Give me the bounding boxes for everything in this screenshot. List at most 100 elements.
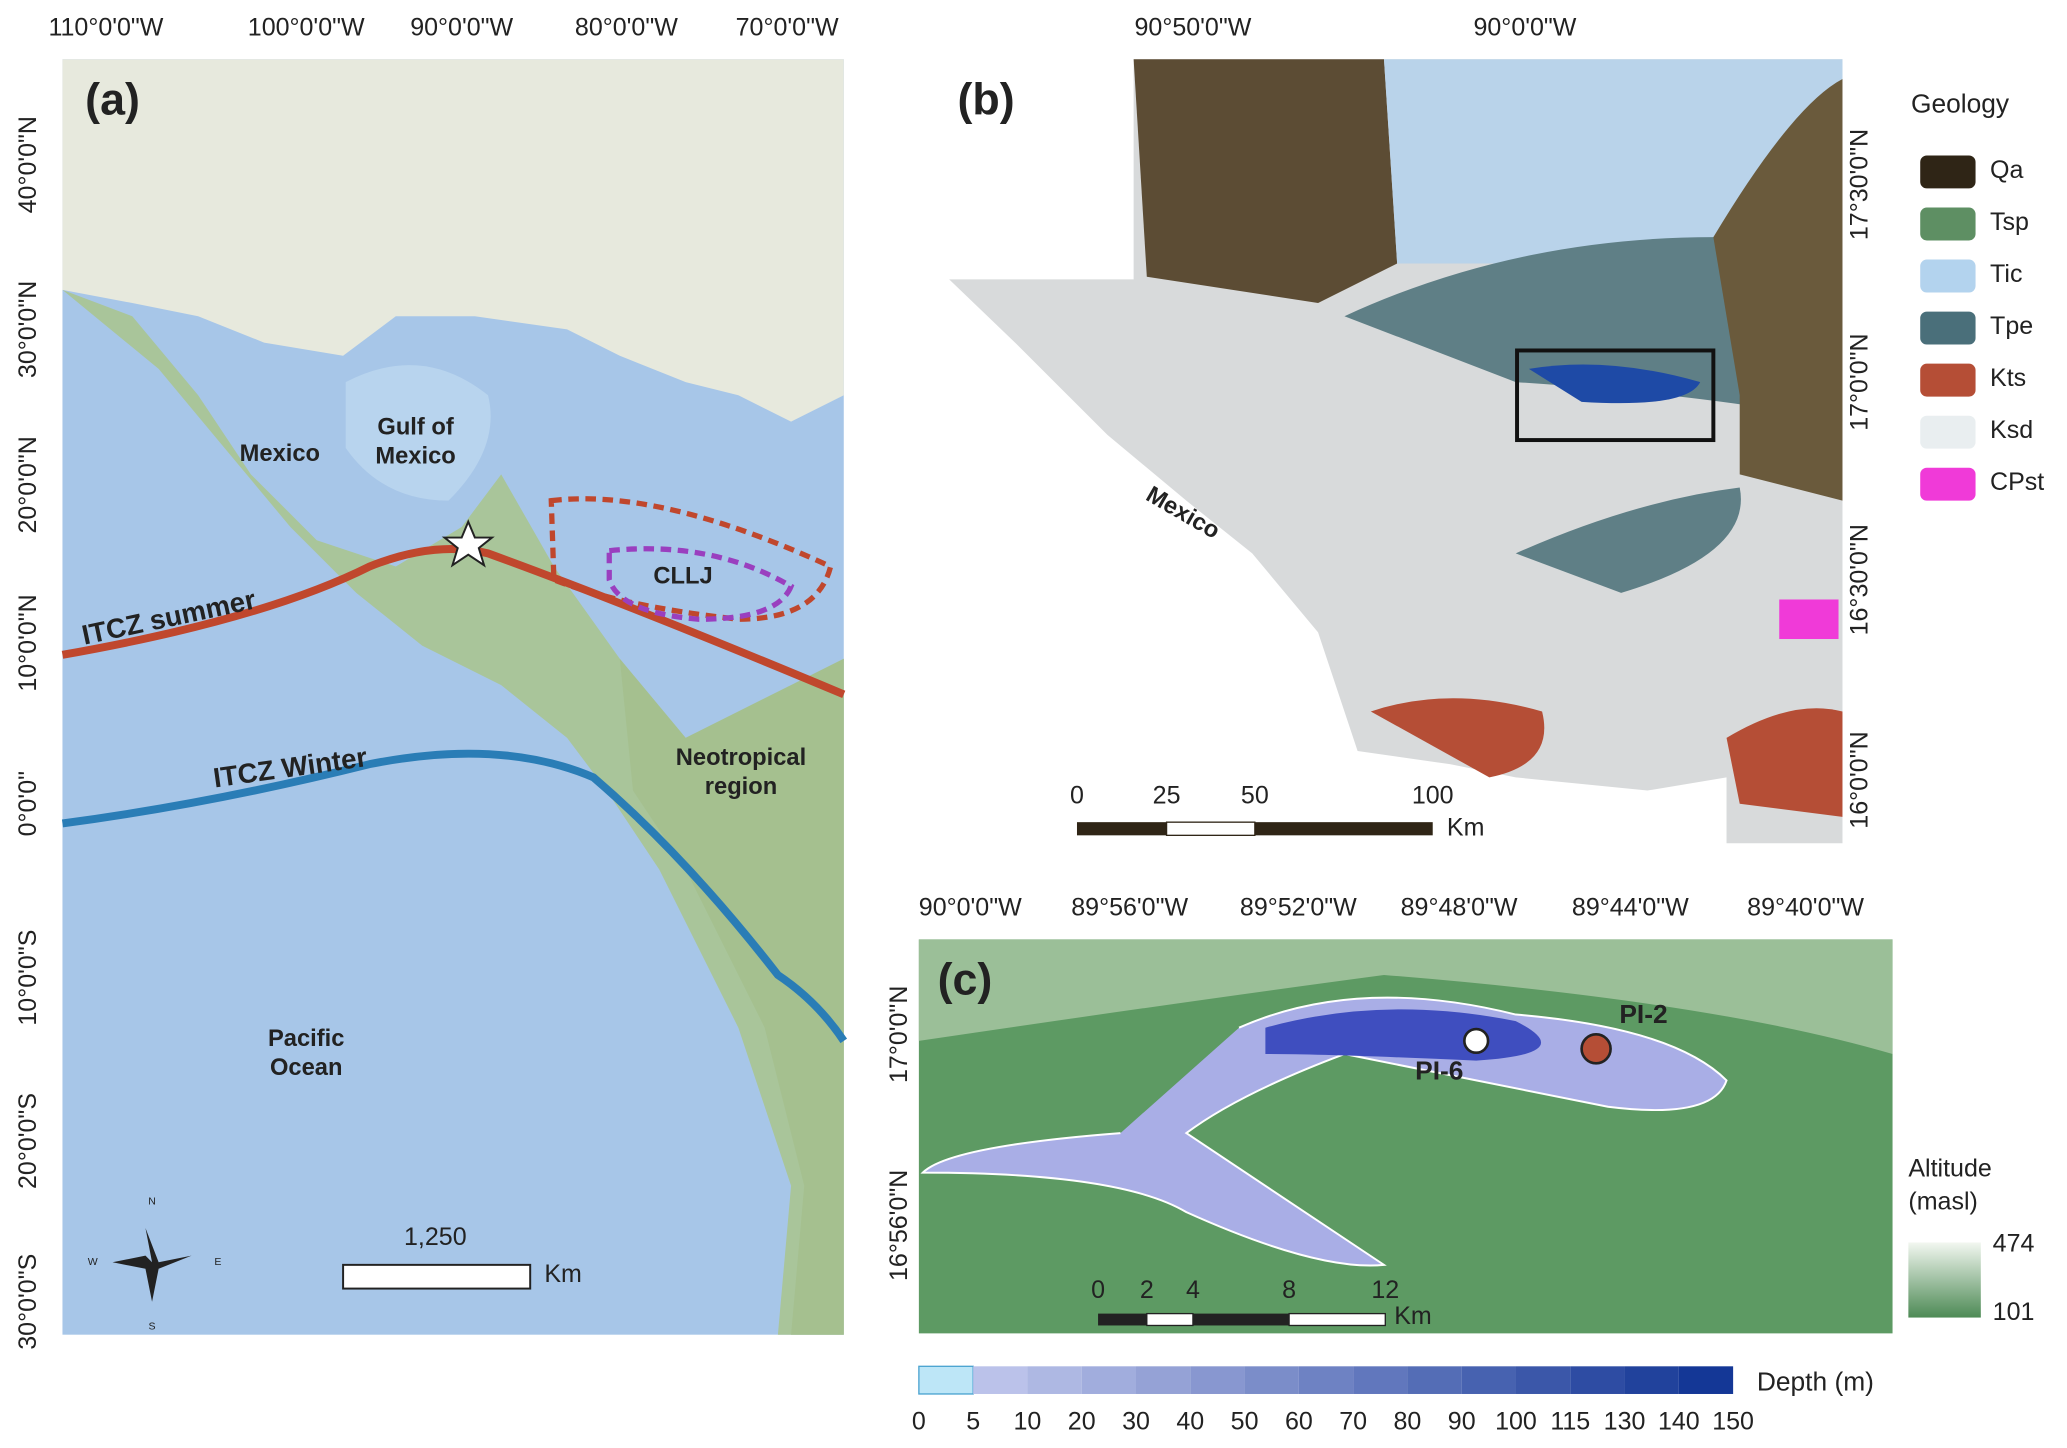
legend-swatch <box>1920 259 1976 293</box>
label: 4 <box>1186 1276 1200 1304</box>
label: 70 <box>1339 1408 1367 1436</box>
label: 17°0'0"N <box>1846 333 1874 430</box>
colorbar-step <box>1407 1366 1462 1394</box>
label: 1,250 <box>404 1223 467 1251</box>
colorbar-step <box>1624 1366 1679 1394</box>
label: 16°0'0"N <box>1846 731 1874 828</box>
label: Km <box>1447 813 1485 841</box>
label: 40°0'0"N <box>14 116 42 213</box>
colorbar-step <box>918 1365 974 1395</box>
label: 140 <box>1658 1408 1700 1436</box>
label: Altitude <box>1908 1155 1991 1183</box>
label: Km <box>544 1260 582 1288</box>
label: W <box>88 1256 98 1268</box>
label: (c) <box>938 955 993 1005</box>
map-a <box>61 59 848 1335</box>
label: Ocean <box>270 1055 342 1081</box>
label: 150 <box>1712 1408 1754 1436</box>
label: 89°56'0"W <box>1071 894 1188 922</box>
map-c <box>918 939 1981 1334</box>
colorbar-step <box>1190 1366 1245 1394</box>
colorbar-step <box>1298 1366 1354 1394</box>
label: Mexico <box>375 443 455 469</box>
label: 80 <box>1394 1408 1422 1436</box>
label: N <box>148 1195 156 1207</box>
label: Tpe <box>1990 312 2033 340</box>
label: (b) <box>957 75 1014 125</box>
colorbar-step <box>1244 1366 1299 1394</box>
label: 89°40'0"W <box>1747 894 1864 922</box>
label: Geology <box>1911 88 2010 118</box>
label: Km <box>1394 1302 1432 1330</box>
legend-swatch <box>1920 467 1976 501</box>
label: 2 <box>1140 1276 1154 1304</box>
label: 100 <box>1412 782 1454 810</box>
label: 10°0'0"N <box>14 594 42 691</box>
colorbar-step <box>1081 1366 1137 1394</box>
label: (a) <box>85 75 140 125</box>
label: 130 <box>1604 1408 1646 1436</box>
label: 100 <box>1495 1408 1537 1436</box>
label: Mexico <box>240 441 320 467</box>
label: Tic <box>1990 260 2022 288</box>
label: E <box>214 1256 221 1268</box>
legend-swatch <box>1920 311 1976 345</box>
label: Neotropical <box>676 745 806 771</box>
label: 0 <box>912 1408 926 1436</box>
label: 80°0'0"W <box>575 14 678 42</box>
label: 8 <box>1282 1276 1296 1304</box>
label: CPst <box>1990 468 2044 496</box>
map-b <box>949 59 1843 844</box>
label: PI-2 <box>1619 999 1667 1029</box>
label: 16°56'0"N <box>885 1170 913 1281</box>
label: CLLJ <box>653 563 712 589</box>
label: 20°0'0"N <box>14 436 42 533</box>
colorbar-step <box>1027 1366 1082 1394</box>
legend-swatch <box>1920 415 1976 449</box>
colorbar-step <box>1461 1366 1516 1394</box>
label: 40 <box>1176 1408 1204 1436</box>
label: S <box>149 1321 156 1333</box>
label: 474 <box>1993 1230 2035 1258</box>
label: 16°30'0"N <box>1846 524 1874 635</box>
label: 50 <box>1241 782 1269 810</box>
label: 17°0'0"N <box>885 986 913 1083</box>
label: Kts <box>1990 364 2026 392</box>
label: 90°0'0"W <box>1473 14 1576 42</box>
label: Pacific <box>268 1026 344 1052</box>
label: (masl) <box>1908 1188 1977 1216</box>
label: 25 <box>1153 782 1181 810</box>
label: 0 <box>1070 782 1084 810</box>
legend-swatch <box>1920 363 1976 397</box>
legend-swatch <box>1920 207 1976 241</box>
label: 17°30'0"N <box>1846 129 1874 240</box>
colorbar-step <box>1570 1366 1625 1394</box>
label: Depth (m) <box>1757 1366 1874 1396</box>
label: 50 <box>1231 1408 1259 1436</box>
label: 5 <box>966 1408 980 1436</box>
label: 12 <box>1371 1276 1399 1304</box>
colorbar-step <box>1353 1366 1408 1394</box>
label: 89°52'0"W <box>1240 894 1357 922</box>
label: 90°50'0"W <box>1135 14 1252 42</box>
label: 20°0'0"S <box>14 1093 42 1189</box>
colorbar-step <box>1515 1366 1571 1394</box>
label: 101 <box>1993 1298 2035 1326</box>
label: 10 <box>1014 1408 1042 1436</box>
label: Gulf of <box>377 414 453 440</box>
label: 10°0'0"S <box>14 930 42 1026</box>
label: 30°0'0"N <box>14 281 42 378</box>
colorbar-step <box>1678 1366 1734 1394</box>
colorbar-step <box>973 1366 1028 1394</box>
label: Qa <box>1990 156 2023 184</box>
label: Tsp <box>1990 208 2029 236</box>
label: 110°0'0"W <box>48 14 163 42</box>
label: 89°44'0"W <box>1572 894 1689 922</box>
label: Ksd <box>1990 416 2033 444</box>
label: region <box>705 774 777 800</box>
label: PI-6 <box>1415 1055 1463 1085</box>
depth-colorbar <box>918 1365 1734 1395</box>
label: 90 <box>1448 1408 1476 1436</box>
label: 30°0'0"S <box>14 1254 42 1350</box>
